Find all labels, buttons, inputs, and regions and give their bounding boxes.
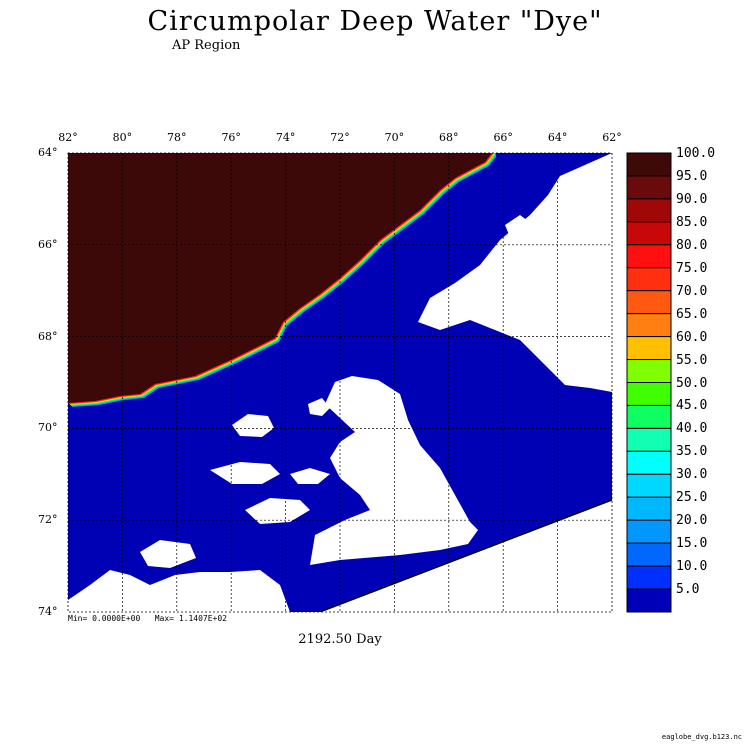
- colorbar-label: 95.0: [676, 168, 708, 184]
- max-value: 1.1407E+02: [178, 614, 227, 623]
- land-island-e: [290, 468, 330, 484]
- latitude-label: 70°: [38, 421, 58, 435]
- colorbar-swatch: [626, 175, 672, 200]
- colorbar-label: 30.0: [676, 467, 708, 483]
- file-name: eaglobe_dvg.b123.nc: [661, 733, 742, 741]
- colorbar-label: 5.0: [676, 582, 700, 598]
- colorbar-label: 75.0: [676, 260, 708, 276]
- latitude-label: 64°: [38, 146, 58, 159]
- latitude-label: 66°: [38, 237, 58, 251]
- longitude-label: 74°: [275, 131, 296, 144]
- deep-water-region: [68, 153, 492, 403]
- longitude-label: 82°: [58, 131, 78, 144]
- colorbar-swatch: [626, 198, 672, 223]
- colorbar-label: 55.0: [676, 352, 708, 368]
- colorbar-label: 65.0: [676, 306, 708, 322]
- colorbar-swatch: [626, 290, 672, 315]
- colorbar-label: 10.0: [676, 559, 708, 575]
- longitude-label: 64°: [547, 131, 568, 144]
- longitude-label: 72°: [330, 131, 350, 144]
- longitude-label: 78°: [167, 131, 187, 144]
- longitude-label: 66°: [493, 131, 513, 144]
- colorbar-label: 60.0: [676, 329, 708, 345]
- colorbar-label: 40.0: [676, 421, 708, 437]
- colorbar-swatch: [626, 313, 672, 338]
- longitude-label: 62°: [602, 131, 622, 144]
- shelf-line: [319, 499, 612, 612]
- land-right-fragment: [505, 215, 540, 245]
- land-island-c: [210, 462, 280, 484]
- colorbar-swatch: [626, 221, 672, 246]
- land-peninsula-main: [310, 376, 478, 565]
- colorbar-label: 70.0: [676, 283, 708, 299]
- plot-subtitle: AP Region: [172, 38, 241, 53]
- graticule: [68, 153, 612, 612]
- colorbar-swatch: [626, 542, 672, 567]
- colorbar-label: 45.0: [676, 398, 708, 414]
- time-label: 2192.50 Day: [298, 632, 382, 647]
- colorbar: [626, 152, 672, 613]
- colorbar-label: 90.0: [676, 191, 708, 207]
- longitude-label: 70°: [384, 131, 405, 144]
- colorbar-swatch: [626, 404, 672, 429]
- colorbar-label: 50.0: [676, 375, 708, 391]
- colorbar-label: 20.0: [676, 513, 708, 529]
- colorbar-swatch: [626, 359, 672, 383]
- colorbar-swatch: [626, 473, 672, 498]
- colorbar-swatch: [626, 588, 672, 613]
- colorbar-label: 35.0: [676, 444, 708, 460]
- longitude-label: 76°: [221, 131, 241, 144]
- latitude-label: 72°: [38, 513, 58, 527]
- min-max-readout: Min= 0.0000E+00 Max= 1.1407E+02: [68, 614, 227, 623]
- colorbar-label: 15.0: [676, 536, 708, 552]
- land-island-d: [245, 498, 310, 524]
- colorbar-swatch: [626, 450, 672, 475]
- latitude-label: 68°: [38, 329, 58, 343]
- colorbar-swatch: [626, 152, 672, 177]
- land-island-f: [140, 540, 196, 568]
- colorbar-swatch: [626, 496, 672, 521]
- land-island-a: [232, 414, 274, 437]
- land-upper-right: [418, 153, 612, 392]
- colorbar-label: 25.0: [676, 490, 708, 506]
- colorbar-swatch: [626, 336, 672, 361]
- colorbar-swatch: [626, 565, 672, 590]
- land-lower-left: [68, 570, 290, 612]
- colorbar-swatch: [626, 267, 672, 292]
- colorbar-swatch: [626, 382, 672, 406]
- map-frame: [67, 152, 613, 613]
- colorbar-label: 85.0: [676, 214, 708, 230]
- land-island-b: [308, 398, 330, 416]
- colorbar-label: 80.0: [676, 237, 708, 253]
- latitude-label: 74°: [38, 605, 58, 618]
- land-right-fragment-2: [598, 230, 612, 258]
- longitude-label: 80°: [112, 131, 133, 144]
- plot-title: Circumpolar Deep Water "Dye": [147, 6, 603, 37]
- colorbar-swatch: [626, 244, 672, 269]
- max-label: Max=: [154, 614, 174, 623]
- colorbar-swatch: [626, 519, 672, 544]
- colorbar-swatch: [626, 427, 672, 452]
- colorbar-label: 100.0: [676, 146, 716, 161]
- min-label: Min=: [68, 614, 88, 623]
- longitude-label: 68°: [439, 131, 459, 144]
- min-value: 0.0000E+00: [92, 614, 141, 623]
